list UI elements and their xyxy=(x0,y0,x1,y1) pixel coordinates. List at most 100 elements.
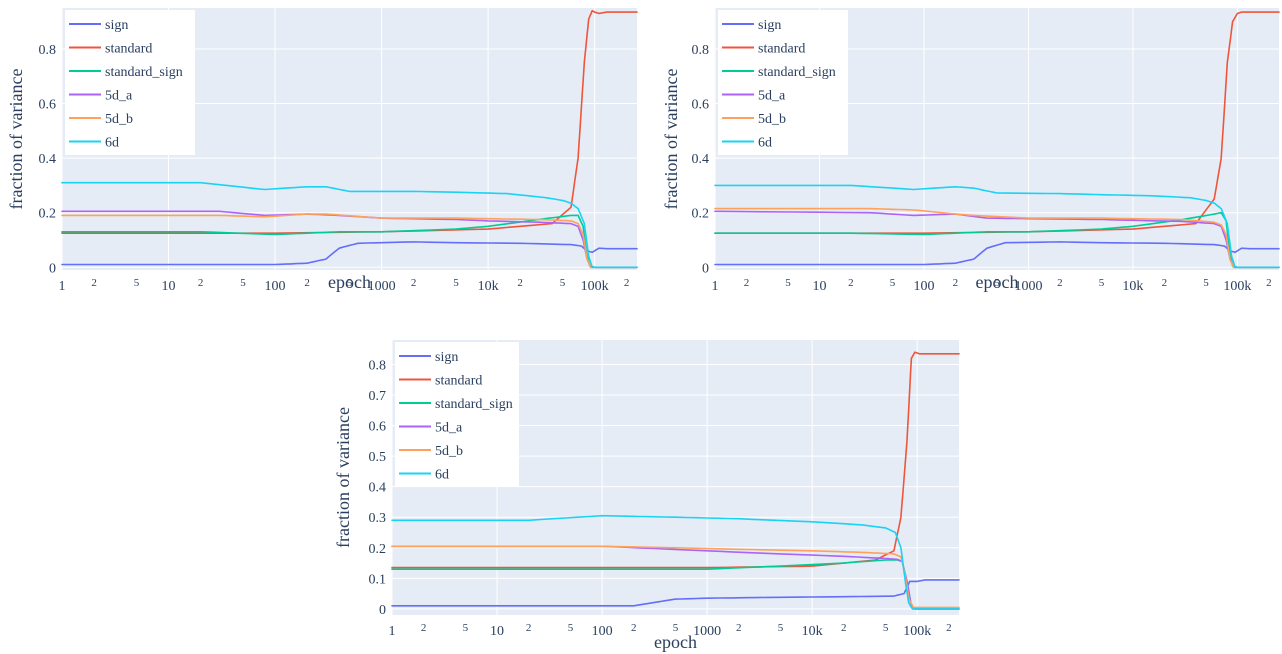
x-minor-tick-label: 5 xyxy=(347,277,353,289)
y-tick-label: 0.8 xyxy=(692,43,710,58)
x-minor-tick-label: 5 xyxy=(994,277,1000,289)
x-tick-label: 100 xyxy=(265,279,286,294)
legend-label: sign xyxy=(105,18,128,33)
y-tick-label: 0 xyxy=(379,603,386,618)
y-tick-label: 0 xyxy=(49,261,56,276)
y-tick-label: 0.4 xyxy=(692,152,710,167)
x-tick-label: 10 xyxy=(812,279,826,294)
series-line-6d xyxy=(714,184,1280,269)
series-line-standard xyxy=(391,351,960,569)
y-tick-label: 0.8 xyxy=(39,43,57,58)
x-minor-tick-label: 2 xyxy=(1266,277,1272,289)
x-minor-tick-label: 2 xyxy=(631,622,637,634)
series-line-sign xyxy=(61,241,638,266)
y-tick-label: 0.4 xyxy=(369,481,387,496)
series-line-5d_b xyxy=(61,213,638,269)
y-tick-label: 0.4 xyxy=(39,152,57,167)
x-minor-tick-label: 2 xyxy=(421,622,427,634)
series-line-sign xyxy=(714,241,1280,266)
chart-top-right: 0 0.2 0.4 0.6 0.8 1 10 100 1000 10k 100k 2 5 2 5 2 5 2 5 2 5… xyxy=(661,8,1280,294)
x-minor-tick-label: 2 xyxy=(1057,277,1063,289)
legend-label: 5d_b xyxy=(435,444,463,459)
series-line-6d xyxy=(61,181,638,269)
series-line-5d_b xyxy=(391,545,960,609)
x-axis-title: epoch xyxy=(654,632,697,652)
legend-label: standard xyxy=(435,374,482,389)
series-line-sign xyxy=(391,579,960,607)
legend-label: 5d_a xyxy=(758,89,786,104)
x-tick-label: 1000 xyxy=(1014,279,1042,294)
x-tick-label: 1000 xyxy=(693,624,721,639)
x-minor-tick-label: 5 xyxy=(778,622,784,634)
legend-box xyxy=(718,10,848,155)
legend-label: standard_sign xyxy=(758,65,836,80)
x-minor-tick-label: 2 xyxy=(517,277,523,289)
y-tick-label: 0.2 xyxy=(39,207,57,222)
x-tick-label: 100k xyxy=(1223,279,1251,294)
x-minor-tick-label: 5 xyxy=(785,277,791,289)
y-tick-label: 0.2 xyxy=(692,207,710,222)
x-axis-title: epoch xyxy=(328,272,371,292)
y-tick-label: 0.3 xyxy=(369,511,387,526)
x-minor-tick-label: 2 xyxy=(411,277,417,289)
x-minor-tick-label: 2 xyxy=(841,622,847,634)
y-axis-title: fraction of variance xyxy=(661,69,681,210)
y-tick-label: 0.7 xyxy=(369,389,387,404)
x-minor-tick-label: 5 xyxy=(890,277,896,289)
y-tick-label: 0.1 xyxy=(369,572,387,587)
chart-bottom: 0 0.1 0.2 0.3 0.4 0.5 0.6 0.7 0.8 1 10 100 1000 10k 10… xyxy=(333,340,960,652)
y-axis-title: fraction of variance xyxy=(333,407,353,548)
y-tick-label: 0.5 xyxy=(369,450,387,465)
x-tick-label: 1 xyxy=(389,624,396,639)
y-tick-label: 0.6 xyxy=(369,420,387,435)
x-tick-label: 10 xyxy=(162,279,176,294)
x-minor-tick-label: 2 xyxy=(946,622,952,634)
x-tick-label: 100k xyxy=(903,624,931,639)
legend-label: sign xyxy=(435,350,458,365)
legend-label: 5d_b xyxy=(758,112,786,127)
legend: sign standard standard_sign 5d_a 5d_b 6d xyxy=(395,342,519,487)
series-line-5d_b xyxy=(714,207,1280,269)
legend: sign standard standard_sign 5d_a 5d_b 6d xyxy=(65,10,195,155)
x-minor-tick-label: 5 xyxy=(673,622,679,634)
x-tick-label: 1 xyxy=(712,279,719,294)
x-tick-label: 100 xyxy=(913,279,934,294)
y-tick-label: 0.6 xyxy=(692,98,710,113)
x-tick-label: 100 xyxy=(592,624,613,639)
legend-label: standard_sign xyxy=(105,65,183,80)
y-axis-title: fraction of variance xyxy=(6,69,26,210)
x-minor-tick-label: 5 xyxy=(453,277,459,289)
x-tick-label: 1 xyxy=(59,279,66,294)
legend-label: 5d_b xyxy=(105,112,133,127)
y-tick-label: 0.2 xyxy=(369,542,387,557)
legend-label: 6d xyxy=(435,468,449,483)
x-minor-tick-label: 5 xyxy=(240,277,246,289)
x-minor-tick-label: 5 xyxy=(883,622,889,634)
y-tick-label: 0 xyxy=(702,261,709,276)
legend-label: 5d_a xyxy=(435,421,463,436)
legend-label: 6d xyxy=(758,136,772,151)
x-minor-tick-label: 2 xyxy=(91,277,97,289)
x-tick-label: 100k xyxy=(581,279,609,294)
x-minor-tick-label: 5 xyxy=(134,277,140,289)
chart-top-left: 0 0.2 0.4 0.6 0.8 1 10 100 1000 10k 100k 2 5 2 5 2 5 2 5 2 5… xyxy=(6,8,638,294)
legend-label: standard xyxy=(105,42,152,57)
y-tick-label: 0.8 xyxy=(369,358,387,373)
legend: sign standard standard_sign 5d_a 5d_b 6d xyxy=(718,10,848,155)
legend-box xyxy=(65,10,195,155)
x-tick-label: 10k xyxy=(1122,279,1143,294)
x-minor-tick-label: 2 xyxy=(736,622,742,634)
x-minor-tick-label: 2 xyxy=(526,622,532,634)
x-minor-tick-label: 2 xyxy=(953,277,959,289)
x-minor-tick-label: 2 xyxy=(624,277,630,289)
x-minor-tick-label: 2 xyxy=(744,277,750,289)
x-minor-tick-label: 5 xyxy=(1099,277,1105,289)
x-tick-label: 10k xyxy=(802,624,823,639)
series-line-6d xyxy=(391,514,960,610)
legend-label: 5d_a xyxy=(105,89,133,104)
x-tick-label: 1000 xyxy=(368,279,396,294)
legend-label: standard xyxy=(758,42,805,57)
x-tick-label: 10 xyxy=(490,624,504,639)
x-minor-tick-label: 2 xyxy=(198,277,204,289)
legend-label: sign xyxy=(758,18,781,33)
